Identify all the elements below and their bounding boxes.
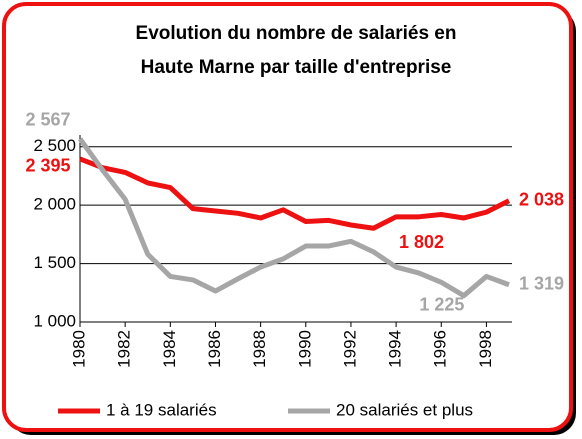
- frame: [2, 2, 573, 432]
- x-tick-label: 1984: [160, 330, 179, 368]
- value-label: 1 225: [419, 294, 464, 314]
- x-tick-label: 1980: [69, 330, 88, 368]
- value-label: 2 567: [25, 110, 70, 130]
- x-tick-label: 1986: [205, 330, 224, 368]
- x-tick-label: 1994: [386, 330, 405, 368]
- legend-label: 20 salariés et plus: [336, 400, 473, 419]
- value-label: 1 802: [399, 232, 444, 252]
- x-tick-label: 1996: [431, 330, 450, 368]
- legend-label: 1 à 19 salariés: [106, 400, 217, 419]
- chart-title: Evolution du nombre de salariés en: [136, 23, 457, 44]
- x-tick-label: 1998: [476, 330, 495, 368]
- y-tick-label: 1 000: [33, 311, 76, 330]
- x-tick-label: 1988: [250, 330, 269, 368]
- series-line: [77, 137, 510, 299]
- value-label: 1 319: [519, 273, 564, 293]
- x-tick-label: 1990: [295, 330, 314, 368]
- value-label: 2 038: [519, 189, 564, 209]
- x-tick-label: 1992: [340, 330, 359, 368]
- value-label: 2 395: [25, 156, 70, 176]
- x-tick-label: 1982: [115, 330, 134, 368]
- y-tick-label: 2 500: [33, 136, 76, 155]
- series-line: [79, 156, 511, 231]
- chart-title: Haute Marne par taille d'entreprise: [141, 57, 452, 78]
- y-tick-label: 2 000: [33, 195, 76, 214]
- y-tick-label: 1 500: [33, 253, 76, 272]
